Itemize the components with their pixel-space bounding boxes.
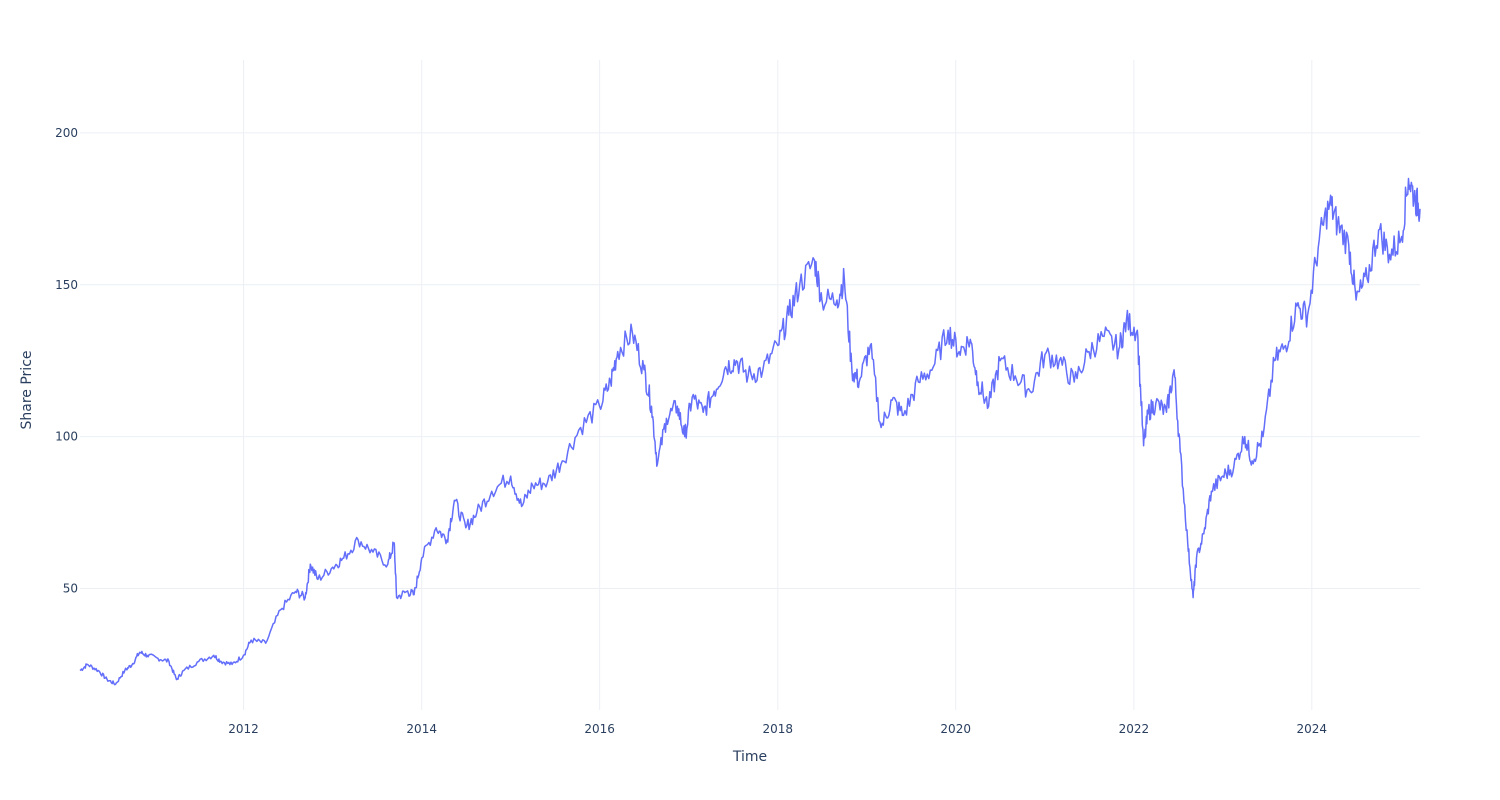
x-tick-label: 2024 (1297, 722, 1328, 736)
grid-lines (80, 60, 1420, 710)
x-tick-label: 2018 (763, 722, 794, 736)
x-tick-label: 2016 (584, 722, 615, 736)
x-tick-label: 2020 (940, 722, 971, 736)
y-tick-label: 200 (55, 126, 78, 140)
y-axis-title: Share Price (19, 350, 35, 429)
x-tick-labels: 2012 2014 2016 2018 2020 2022 2024 (228, 722, 1327, 736)
y-tick-label: 150 (55, 278, 78, 292)
y-tick-label: 50 (63, 582, 78, 596)
y-tick-label: 100 (55, 430, 78, 444)
y-tick-labels: 50 100 150 200 (55, 126, 78, 596)
plot-area (79, 177, 1421, 686)
x-tick-label: 2014 (406, 722, 437, 736)
x-axis-title: Time (732, 749, 767, 765)
share-price-line (79, 177, 1421, 686)
x-tick-label: 2022 (1119, 722, 1150, 736)
x-tick-label: 2012 (228, 722, 259, 736)
